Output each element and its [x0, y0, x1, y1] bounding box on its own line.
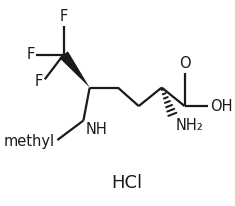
- Text: NH: NH: [86, 122, 107, 137]
- Text: OH: OH: [210, 99, 232, 114]
- Text: methyl: methyl: [4, 134, 55, 149]
- Polygon shape: [59, 51, 90, 88]
- Text: F: F: [26, 47, 34, 62]
- Text: O: O: [179, 56, 191, 71]
- Text: HCl: HCl: [112, 174, 143, 192]
- Text: F: F: [59, 9, 68, 24]
- Text: NH₂: NH₂: [175, 118, 203, 133]
- Text: F: F: [35, 74, 43, 89]
